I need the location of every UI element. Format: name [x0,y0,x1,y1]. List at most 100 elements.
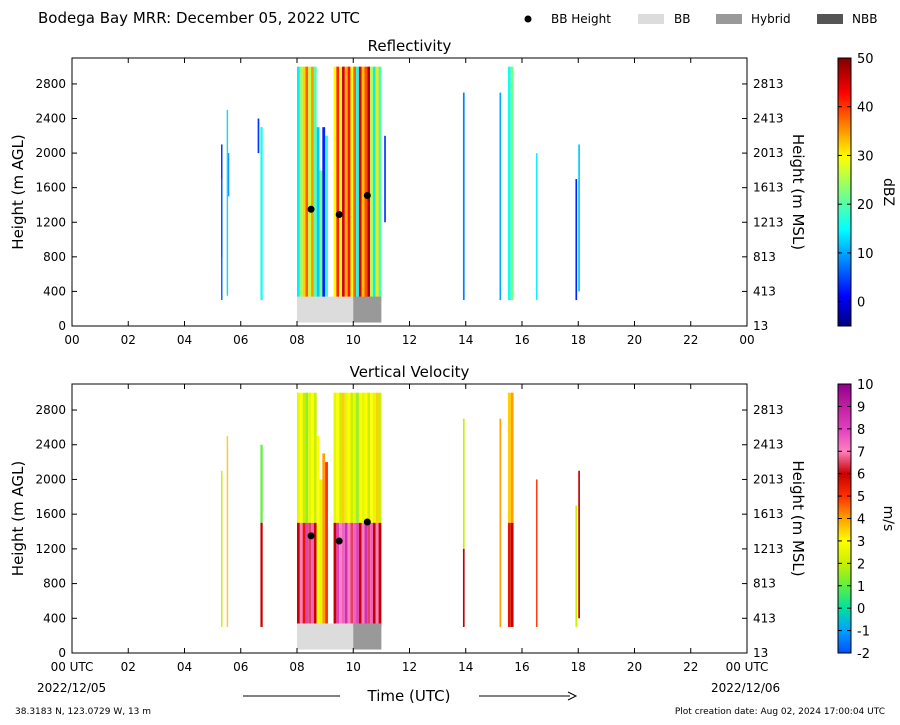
reflectivity-colorbar: 0 10 20 30 40 50 dBZ [837,52,896,327]
echo-column [510,522,514,627]
velocity-colorbar: -2 -1 0 1 2 3 4 5 6 7 8 9 10 m/s [837,378,896,662]
echo-column [311,522,314,627]
echo-column [299,522,303,627]
echo-column [507,522,511,627]
x-tick-label: 12 [402,660,417,674]
y-tick-label: 1200 [35,215,66,229]
start-date: 2022/12/05 [37,681,106,695]
y-tick-label: 1200 [35,542,66,556]
x-tick-label: 18 [571,333,586,347]
colorbar-tick-label: 1 [857,580,865,595]
colorbar-tick-label: 10 [857,378,874,393]
colorbar-tick-label: 9 [857,400,865,415]
x-tick-label: 18 [571,660,586,674]
echo-column [342,392,345,523]
echo-column [322,127,326,301]
echo-column [333,392,337,523]
echo-column [375,522,379,627]
x-tick-label: 04 [177,660,192,674]
echo-column [302,66,306,301]
y-axis-right-label: Height (m MSL) [789,460,807,576]
echo-column [308,392,312,523]
echo-column [375,392,379,523]
colorbar-tick-label: 50 [857,52,874,67]
echo-column [302,392,306,523]
echo-column [305,66,309,301]
echo-column [372,522,376,627]
echo-column [378,66,382,301]
echo-column [342,522,345,627]
colorbar-tick-label: -2 [857,647,870,662]
echo-column [375,66,379,301]
echo-column [333,522,337,627]
y-tick-right-label: 1613 [753,507,784,521]
echo-column [462,92,465,301]
echo-column [358,66,362,301]
echo-column [221,179,223,301]
colorbar-label: m/s [880,506,896,532]
echo-column [378,392,382,523]
y-tick-right-label: 413 [753,611,776,625]
echo-column [350,522,354,627]
y-tick-right-label: 2813 [753,403,784,417]
echo-column [333,66,337,301]
legend-bb-label: BB [674,12,690,26]
x-tick-label: 02 [121,660,136,674]
legend-nbb-label: NBB [852,12,877,26]
echo-column [361,522,365,627]
y-tick-right-label: 2413 [753,438,784,452]
echo-column [221,470,223,627]
bb-height-marker [307,205,315,213]
echo-column [347,66,351,301]
bb-type-bar [297,623,354,650]
echo-column [575,179,578,301]
echo-column [305,392,309,523]
echo-column [510,392,514,523]
echo-column [344,522,348,627]
echo-column [228,153,230,197]
echo-column [372,66,376,301]
x-tick-label: 20 [627,333,642,347]
echo-column [367,392,371,523]
x-tick-label: 16 [514,333,529,347]
echo-column [499,92,502,301]
echo-column [364,392,368,523]
x-tick-label: 00 UTC [51,660,94,674]
echo-column [536,153,538,301]
end-date: 2022/12/06 [711,681,780,695]
x-tick-label: 00 [64,333,79,347]
echo-column [339,66,342,301]
echo-column [575,505,578,627]
x-tick-label: 20 [627,660,642,674]
echo-column [325,135,328,301]
echo-column [313,66,317,301]
y-tick-label: 2800 [35,77,66,91]
echo-column [462,548,465,627]
y-tick-label: 1600 [35,507,66,521]
echo-column [319,479,323,627]
echo-column [316,127,320,301]
header-legend: BB Height BB Hybrid NBB [524,12,877,26]
x-tick-label: 12 [402,333,417,347]
echo-column [361,66,365,301]
colorbar-tick-label: 30 [857,149,874,164]
echo-column [302,522,306,627]
colorbar-tick-label: 0 [857,296,865,311]
echo-column [353,392,357,523]
y-axis-label: Height (m AGL) [9,461,27,576]
y-tick-label: 0 [58,646,66,660]
echo-column [297,392,300,523]
echo-column [356,66,359,301]
echo-column [325,462,328,627]
echo-column [313,392,317,523]
echo-column [311,392,314,523]
y-tick-right-label: 813 [753,577,776,591]
y-tick-label: 2000 [35,146,66,160]
colorbar-tick-label: 8 [857,423,865,438]
echo-column [350,392,354,523]
x-tick-label: 08 [289,333,304,347]
panel-title: Reflectivity [368,37,452,55]
colorbar-label: dBZ [880,178,896,206]
